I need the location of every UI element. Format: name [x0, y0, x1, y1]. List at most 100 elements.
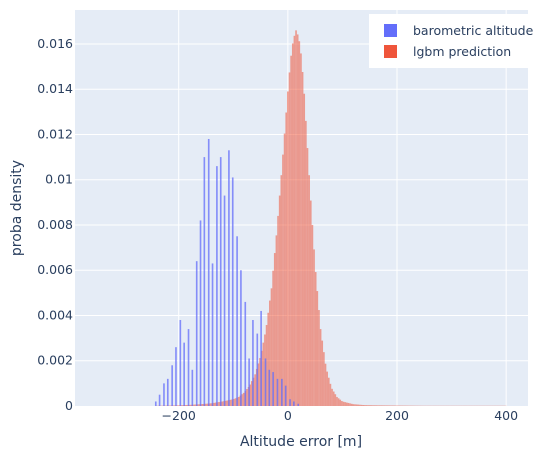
- lgbm-prediction-bar[interactable]: [357, 404, 360, 406]
- barometric-altitude-bar[interactable]: [199, 220, 202, 406]
- barometric-altitude-bar[interactable]: [244, 301, 247, 406]
- lgbm-prediction-bar[interactable]: [355, 404, 358, 406]
- lgbm-prediction-bar[interactable]: [372, 405, 374, 406]
- lgbm-prediction-bar[interactable]: [251, 381, 253, 406]
- lgbm-prediction-bar[interactable]: [309, 200, 312, 406]
- lgbm-prediction-bar[interactable]: [319, 329, 322, 406]
- lgbm-prediction-bar[interactable]: [388, 405, 391, 406]
- lgbm-prediction-bar[interactable]: [336, 396, 338, 406]
- lgbm-prediction-bar[interactable]: [265, 324, 268, 406]
- barometric-altitude-bar[interactable]: [179, 320, 182, 406]
- lgbm-prediction-bar[interactable]: [242, 392, 245, 406]
- lgbm-prediction-bar[interactable]: [331, 388, 333, 406]
- lgbm-prediction-bar[interactable]: [382, 405, 384, 406]
- lgbm-prediction-bar[interactable]: [267, 312, 270, 406]
- barometric-altitude-bar[interactable]: [284, 385, 287, 406]
- lgbm-prediction-bar[interactable]: [350, 403, 353, 406]
- lgbm-prediction-bar[interactable]: [278, 195, 281, 406]
- lgbm-prediction-bar[interactable]: [347, 402, 350, 406]
- lgbm-prediction-bar[interactable]: [367, 405, 369, 406]
- barometric-altitude-bar[interactable]: [231, 177, 234, 406]
- lgbm-prediction-bar[interactable]: [341, 401, 343, 406]
- barometric-altitude-bar[interactable]: [276, 378, 279, 406]
- lgbm-prediction-bar[interactable]: [311, 224, 314, 406]
- legend[interactable]: barometric altitude lgbm prediction: [369, 14, 544, 68]
- lgbm-prediction-bar[interactable]: [377, 405, 379, 406]
- barometric-altitude-bar[interactable]: [248, 358, 250, 406]
- barometric-altitude-bar[interactable]: [207, 138, 210, 407]
- lgbm-prediction-bar[interactable]: [300, 53, 302, 406]
- lgbm-prediction-bar[interactable]: [273, 253, 276, 406]
- lgbm-prediction-bar[interactable]: [334, 394, 337, 406]
- lgbm-prediction-bar[interactable]: [174, 405, 176, 406]
- barometric-altitude-bar[interactable]: [223, 195, 226, 406]
- lgbm-prediction-bar[interactable]: [380, 405, 383, 406]
- lgbm-prediction-bar[interactable]: [344, 402, 346, 406]
- barometric-altitude-bar[interactable]: [289, 399, 291, 406]
- lgbm-prediction-bar[interactable]: [188, 404, 191, 406]
- lgbm-prediction-bar[interactable]: [385, 405, 387, 406]
- barometric-altitude-bar[interactable]: [264, 358, 267, 406]
- lgbm-prediction-bar[interactable]: [206, 403, 209, 406]
- lgbm-prediction-bar[interactable]: [290, 55, 292, 406]
- lgbm-prediction-bar[interactable]: [262, 342, 265, 406]
- lgbm-prediction-bar[interactable]: [272, 270, 274, 406]
- lgbm-prediction-bar[interactable]: [275, 235, 278, 406]
- lgbm-prediction-bar[interactable]: [254, 374, 256, 406]
- lgbm-prediction-bar[interactable]: [327, 377, 330, 406]
- lgbm-prediction-bar[interactable]: [368, 405, 371, 406]
- lgbm-prediction-bar[interactable]: [288, 72, 291, 406]
- lgbm-prediction-bar[interactable]: [257, 363, 260, 406]
- lgbm-prediction-bar[interactable]: [363, 405, 366, 406]
- lgbm-prediction-bar[interactable]: [321, 340, 324, 406]
- lgbm-prediction-bar[interactable]: [201, 404, 204, 406]
- lgbm-prediction-bar[interactable]: [365, 405, 368, 406]
- barometric-altitude-bar[interactable]: [154, 401, 157, 406]
- barometric-altitude-bar[interactable]: [158, 394, 161, 406]
- lgbm-prediction-bar[interactable]: [345, 402, 348, 406]
- lgbm-prediction-bar[interactable]: [226, 400, 229, 406]
- lgbm-prediction-bar[interactable]: [324, 363, 327, 406]
- lgbm-prediction-bar[interactable]: [291, 43, 294, 406]
- lgbm-prediction-bar[interactable]: [224, 400, 227, 406]
- lgbm-prediction-bar[interactable]: [218, 402, 220, 406]
- lgbm-prediction-bar[interactable]: [280, 175, 283, 406]
- lgbm-prediction-bar[interactable]: [349, 403, 351, 406]
- lgbm-prediction-bar[interactable]: [373, 405, 376, 406]
- lgbm-prediction-bar[interactable]: [354, 404, 356, 406]
- lgbm-prediction-bar[interactable]: [285, 112, 288, 406]
- barometric-altitude-bar[interactable]: [240, 270, 242, 406]
- lgbm-prediction-bar[interactable]: [337, 398, 340, 406]
- lgbm-prediction-bar[interactable]: [269, 300, 271, 406]
- lgbm-prediction-bar[interactable]: [318, 310, 320, 406]
- barometric-altitude-bar[interactable]: [219, 157, 222, 406]
- legend-label-barometric[interactable]: barometric altitude: [413, 23, 534, 38]
- lgbm-prediction-bar[interactable]: [214, 402, 217, 406]
- lgbm-prediction-bar[interactable]: [332, 391, 335, 406]
- legend-swatch-lgbm[interactable]: [384, 45, 397, 58]
- barometric-altitude-bar[interactable]: [163, 383, 165, 406]
- lgbm-prediction-bar[interactable]: [177, 405, 179, 406]
- lgbm-prediction-bar[interactable]: [359, 404, 361, 406]
- barometric-altitude-bar[interactable]: [187, 329, 190, 406]
- barometric-altitude-bar[interactable]: [252, 320, 254, 406]
- lgbm-prediction-bar[interactable]: [287, 91, 289, 406]
- barometric-altitude-bar[interactable]: [260, 310, 262, 406]
- lgbm-prediction-bar[interactable]: [246, 389, 248, 406]
- lgbm-prediction-bar[interactable]: [360, 404, 363, 406]
- barometric-altitude-bar[interactable]: [195, 261, 198, 406]
- lgbm-prediction-bar[interactable]: [378, 405, 381, 406]
- lgbm-prediction-bar[interactable]: [306, 148, 309, 406]
- legend-swatch-barometric[interactable]: [384, 24, 397, 37]
- lgbm-prediction-bar[interactable]: [342, 401, 345, 406]
- lgbm-prediction-bar[interactable]: [375, 405, 378, 406]
- lgbm-prediction-bar[interactable]: [210, 403, 212, 406]
- lgbm-prediction-bar[interactable]: [314, 272, 317, 406]
- lgbm-prediction-bar[interactable]: [283, 133, 286, 406]
- lgbm-prediction-bar[interactable]: [329, 383, 332, 406]
- lgbm-prediction-bar[interactable]: [390, 405, 392, 406]
- lgbm-prediction-bar[interactable]: [229, 399, 232, 406]
- barometric-altitude-bar[interactable]: [293, 401, 295, 406]
- lgbm-prediction-bar[interactable]: [221, 401, 224, 406]
- barometric-altitude-bar[interactable]: [297, 403, 300, 406]
